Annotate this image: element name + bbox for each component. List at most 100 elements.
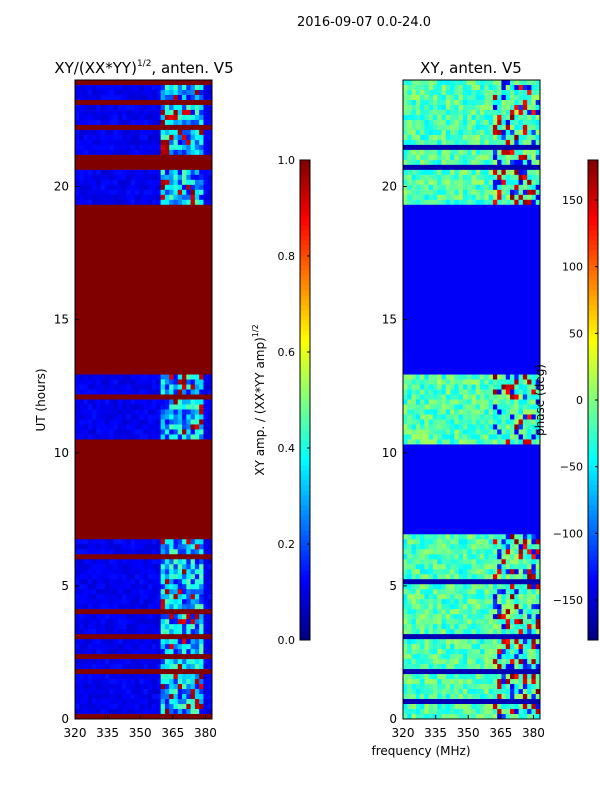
heatmap-cell — [130, 509, 136, 515]
heatmap-cell — [104, 339, 110, 345]
heatmap-cell — [428, 119, 434, 126]
heatmap-cell — [173, 519, 179, 525]
heatmap-cell — [467, 184, 472, 191]
heatmap-cell — [518, 184, 524, 191]
heatmap-cell — [194, 239, 200, 246]
heatmap-cell — [117, 284, 123, 291]
heatmap-cell — [113, 709, 119, 715]
heatmap-cell — [518, 144, 524, 151]
heatmap-cell — [113, 489, 119, 495]
figure-suptitle: 2016-09-07 0.0-24.0 — [297, 15, 431, 30]
heatmap-cell — [130, 389, 136, 395]
colorbar-amplitude-frame — [299, 159, 311, 641]
heatmap-cell — [139, 124, 144, 131]
heatmap-cell — [160, 414, 166, 420]
heatmap-cell — [96, 694, 102, 700]
heatmap-cell — [147, 499, 153, 505]
heatmap-cell — [203, 549, 209, 555]
heatmap-cell — [194, 564, 200, 570]
heatmap-cell — [160, 469, 166, 475]
heatmap-cell — [117, 524, 123, 530]
heatmap-cell — [96, 159, 102, 166]
heatmap-cell — [484, 84, 490, 91]
heatmap-cell — [122, 209, 127, 216]
heatmap-cell — [126, 169, 132, 176]
heatmap-cell — [143, 324, 149, 331]
heatmap-cell — [134, 354, 140, 360]
heatmap-cell — [143, 439, 149, 445]
heatmap-cell — [122, 289, 127, 296]
heatmap-cell — [535, 144, 541, 151]
heatmap-cell — [152, 314, 157, 321]
heatmap-cell — [182, 294, 187, 301]
heatmap-cell — [182, 119, 187, 126]
heatmap-cell — [96, 329, 102, 335]
heatmap-cell — [152, 84, 157, 91]
heatmap-cell — [467, 99, 472, 106]
heatmap-cell — [475, 174, 481, 181]
heatmap-cell — [199, 509, 204, 515]
heatmap-cell — [117, 479, 123, 485]
heatmap-cell — [177, 259, 183, 266]
heatmap-cell — [147, 334, 153, 340]
heatmap-cell — [186, 379, 191, 385]
heatmap-cell — [160, 564, 166, 570]
heatmap-cell — [467, 194, 472, 201]
heatmap-cell — [134, 359, 140, 365]
heatmap-cell — [126, 629, 132, 635]
heatmap-cell — [92, 569, 97, 575]
heatmap-cell — [450, 134, 455, 141]
heatmap-cell — [109, 554, 114, 560]
heatmap-cell — [527, 80, 532, 86]
heatmap-cell — [527, 139, 532, 146]
heatmap-cell — [169, 444, 174, 450]
heatmap-cell — [96, 609, 102, 615]
heatmap-cell — [488, 159, 494, 166]
heatmap-cell — [130, 404, 136, 410]
heatmap-cell — [535, 124, 541, 131]
heatmap-cell — [160, 439, 166, 445]
colorbar-swatch — [300, 265, 310, 271]
heatmap-cell — [190, 459, 196, 465]
heatmap-cell — [79, 134, 84, 141]
heatmap-cell — [104, 144, 110, 151]
heatmap-cell — [75, 149, 80, 156]
heatmap-cell — [117, 694, 123, 700]
heatmap-cell — [130, 129, 136, 136]
heatmap-cell — [186, 359, 191, 365]
heatmap-cell — [190, 569, 196, 575]
heatmap-cell — [190, 714, 196, 720]
heatmap-cell — [134, 204, 140, 211]
heatmap-cell — [169, 449, 174, 455]
heatmap-cell — [75, 499, 80, 505]
heatmap-cell — [190, 439, 196, 445]
heatmap-cell — [134, 519, 140, 525]
heatmap-cell — [194, 139, 200, 146]
heatmap-cell — [109, 209, 114, 216]
heatmap-cell — [207, 699, 213, 705]
heatmap-cell — [156, 324, 162, 331]
heatmap-cell — [160, 214, 166, 221]
colorbar-swatch — [300, 500, 310, 506]
heatmap-cell — [535, 109, 541, 116]
heatmap-cell — [182, 229, 187, 236]
heatmap-cell — [147, 454, 153, 460]
heatmap-cell — [139, 179, 144, 186]
heatmap-cell — [79, 584, 84, 590]
heatmap-cell — [411, 129, 417, 136]
heatmap-cell — [83, 234, 89, 241]
heatmap-cell — [177, 694, 183, 700]
heatmap-cell — [522, 119, 528, 126]
heatmap-cell — [139, 129, 144, 136]
heatmap-cell — [75, 504, 80, 510]
heatmap-cell — [117, 394, 123, 400]
heatmap-cell — [147, 704, 153, 710]
heatmap-cell — [199, 119, 204, 126]
heatmap-cell — [177, 639, 183, 645]
heatmap-cell — [160, 244, 166, 251]
heatmap-cell — [522, 94, 528, 101]
heatmap-cell — [186, 444, 191, 450]
heatmap-cell — [130, 144, 136, 151]
heatmap-cell — [100, 249, 106, 256]
heatmap-cell — [450, 159, 455, 166]
